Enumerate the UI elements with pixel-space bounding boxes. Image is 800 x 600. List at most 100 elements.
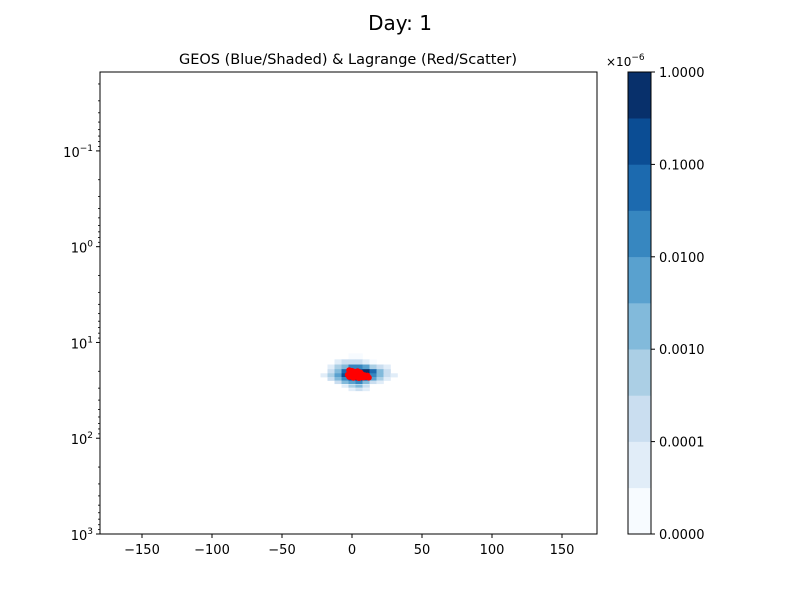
geos-cell bbox=[334, 380, 342, 385]
geos-cell bbox=[355, 384, 363, 388]
geos-cell bbox=[362, 380, 370, 385]
colorbar-tick-label: 0.0000 bbox=[659, 528, 705, 543]
geos-cell bbox=[376, 373, 384, 378]
colorbar-multiplier-exponent: −6 bbox=[631, 53, 645, 63]
colorbar bbox=[628, 72, 651, 535]
y-tick-exponent: 2 bbox=[87, 431, 93, 441]
colorbar-band bbox=[628, 118, 651, 165]
lagrange-point bbox=[356, 375, 362, 382]
colorbar-frame bbox=[627, 71, 652, 535]
x-tick-label: 50 bbox=[414, 543, 431, 558]
geos-cell bbox=[369, 377, 377, 381]
x-tick-label: 0 bbox=[348, 543, 356, 558]
colorbar-band bbox=[628, 303, 651, 350]
geos-cell bbox=[383, 377, 391, 381]
colorbar-band bbox=[628, 164, 651, 211]
geos-cell bbox=[369, 369, 377, 374]
x-axis: −150 −100 −50 0 50 100 150 bbox=[124, 534, 574, 558]
geos-cell bbox=[362, 388, 370, 392]
colorbar-band bbox=[628, 72, 651, 119]
geos-cell bbox=[334, 364, 342, 370]
geos-cell bbox=[320, 373, 328, 378]
geos-cell bbox=[369, 359, 377, 365]
geos-cell bbox=[341, 364, 349, 370]
colorbar-band bbox=[628, 210, 651, 258]
geos-cell bbox=[327, 364, 335, 370]
colorbar-band bbox=[628, 487, 651, 535]
geos-cell bbox=[341, 377, 349, 381]
geos-cell bbox=[348, 380, 356, 385]
geos-cell bbox=[383, 373, 391, 378]
geos-cell bbox=[355, 359, 363, 365]
geos-cell bbox=[369, 364, 377, 370]
figure-suptitle: Day: 1 bbox=[368, 11, 432, 35]
geos-cell bbox=[369, 380, 377, 385]
geos-cell bbox=[383, 369, 391, 374]
geos-cell bbox=[341, 380, 349, 385]
colorbar-band bbox=[628, 256, 651, 304]
geos-cell bbox=[362, 359, 370, 365]
colorbar-band bbox=[628, 395, 651, 442]
geos-cell bbox=[327, 369, 335, 374]
colorbar-tick-label: 0.0001 bbox=[659, 436, 705, 451]
geos-cell bbox=[376, 364, 384, 370]
lagrange-point bbox=[346, 373, 353, 380]
y-tick-base: 10 bbox=[71, 433, 88, 448]
geos-cell bbox=[376, 377, 384, 381]
lagrange-point bbox=[364, 372, 371, 379]
y-tick-exponent: 3 bbox=[87, 527, 93, 537]
colorbar-tick-label: 0.0010 bbox=[659, 343, 705, 358]
x-tick-label: −150 bbox=[124, 543, 160, 558]
geos-cell bbox=[327, 377, 335, 381]
colorbar-band bbox=[628, 441, 651, 489]
y-tick-exponent: −1 bbox=[80, 144, 93, 154]
colorbar-tick-label: 0.0100 bbox=[659, 251, 705, 266]
lagrange-point bbox=[353, 369, 360, 376]
y-tick-base: 10 bbox=[71, 337, 88, 352]
y-tick-label: 102 bbox=[71, 431, 93, 448]
x-tick-label: −50 bbox=[268, 543, 295, 558]
colorbar-band bbox=[628, 349, 651, 396]
y-tick-label: 101 bbox=[71, 335, 93, 352]
geos-cell bbox=[348, 359, 356, 365]
geos-cell bbox=[362, 384, 370, 388]
y-tick-label: 103 bbox=[71, 527, 93, 544]
geos-cell bbox=[348, 353, 356, 360]
geos-cell bbox=[348, 388, 356, 392]
geos-cell bbox=[341, 369, 349, 374]
geos-cell bbox=[355, 380, 363, 385]
geos-cell bbox=[334, 369, 342, 374]
geos-cell bbox=[334, 359, 342, 365]
geos-cell bbox=[341, 384, 349, 388]
geos-cell bbox=[348, 364, 356, 370]
x-tick-label: 100 bbox=[480, 543, 505, 558]
geos-cell bbox=[376, 380, 384, 385]
geos-cell bbox=[355, 388, 363, 392]
y-tick-exponent: 0 bbox=[87, 240, 93, 250]
geos-cell bbox=[334, 373, 342, 378]
geos-cell bbox=[369, 373, 377, 378]
axes-title: GEOS (Blue/Shaded) & Lagrange (Red/Scatt… bbox=[179, 52, 517, 68]
lagrange-scatter bbox=[344, 367, 372, 382]
geos-cell bbox=[362, 369, 370, 374]
x-tick-label: −100 bbox=[194, 543, 230, 558]
y-tick-base: 10 bbox=[63, 146, 80, 161]
geos-cell bbox=[355, 364, 363, 370]
colorbar-ticks: 0.0000 0.0001 0.0010 0.0100 0.1000 1.0000 bbox=[651, 66, 705, 543]
y-tick-label: 10−1 bbox=[63, 144, 93, 161]
geos-cell bbox=[362, 364, 370, 370]
geos-cell bbox=[348, 384, 356, 388]
y-tick-label: 100 bbox=[71, 240, 94, 257]
y-tick-exponent: 1 bbox=[87, 335, 93, 345]
geos-cell bbox=[341, 359, 349, 365]
geos-cell bbox=[327, 373, 335, 378]
colorbar-tick-label: 1.0000 bbox=[659, 66, 705, 81]
y-tick-base: 10 bbox=[71, 242, 88, 257]
colorbar-multiplier-base: ×10 bbox=[606, 55, 631, 69]
colorbar-tick-label: 0.1000 bbox=[659, 158, 705, 173]
axes-frame bbox=[99, 71, 598, 535]
geos-cell bbox=[376, 369, 384, 374]
geos-cell bbox=[383, 364, 391, 370]
geos-cell bbox=[334, 377, 342, 381]
